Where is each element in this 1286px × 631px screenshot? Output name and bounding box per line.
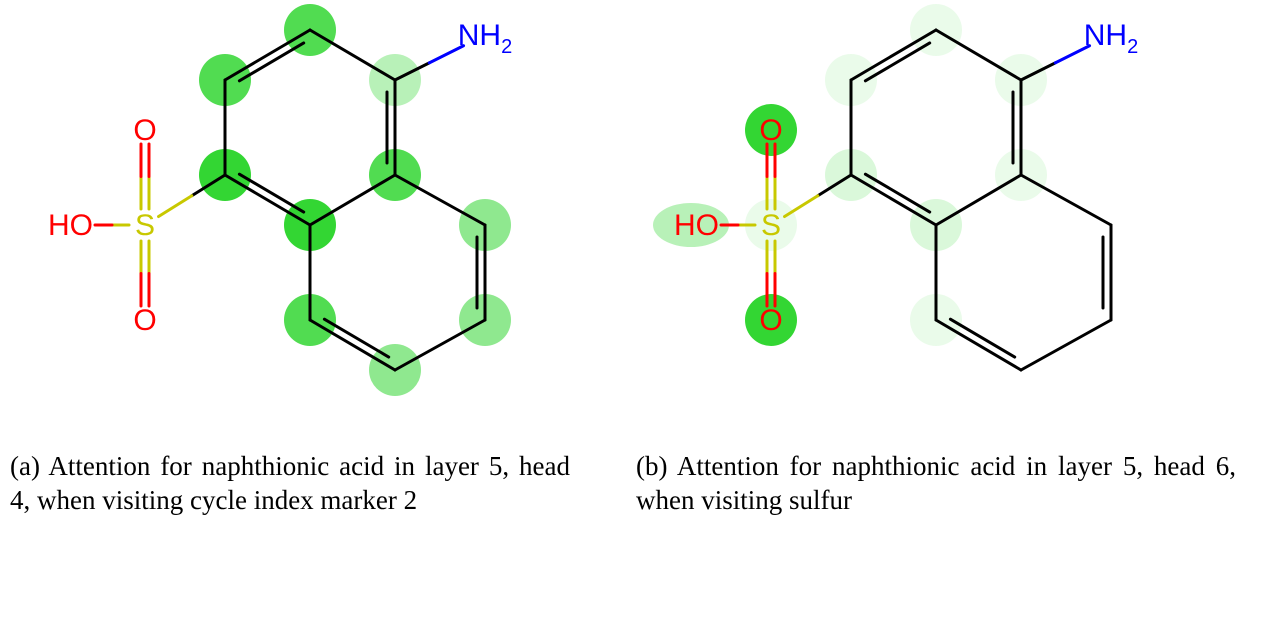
atom-label: O [759,114,782,147]
molecule-a-svg: S O O HO NH2 [10,0,570,420]
label-layer: S O O HO NH2 [674,19,1138,337]
atom-label: S [135,209,155,242]
atom-label: NH2 [458,19,512,58]
atom-label: O [133,304,156,337]
label-layer: S O O HO NH2 [48,19,512,337]
caption-a: (a) Attention for naphthionic acid in la… [10,450,570,518]
panel-b: S O O HO NH2 (b) Attention for naphthionic a… [636,0,1286,631]
figure-attention-naphthionic: S O O HO NH2 (a) Attention for naphthionic a… [0,0,1286,631]
panel-a: S O O HO NH2 (a) Attention for naphthionic a… [10,0,610,631]
atom-label: HO [674,209,719,242]
molecule-b-svg: S O O HO NH2 [636,0,1196,420]
caption-b: (b) Attention for naphthionic acid in la… [636,450,1236,518]
atom-label: O [759,304,782,337]
atom-label: S [761,209,781,242]
atom-label: NH2 [1084,19,1138,58]
caption-b-text: (b) Attention for naphthionic acid in la… [636,451,1236,515]
atom-label: O [133,114,156,147]
atom-label: HO [48,209,93,242]
caption-a-text: (a) Attention for naphthionic acid in la… [10,451,570,515]
